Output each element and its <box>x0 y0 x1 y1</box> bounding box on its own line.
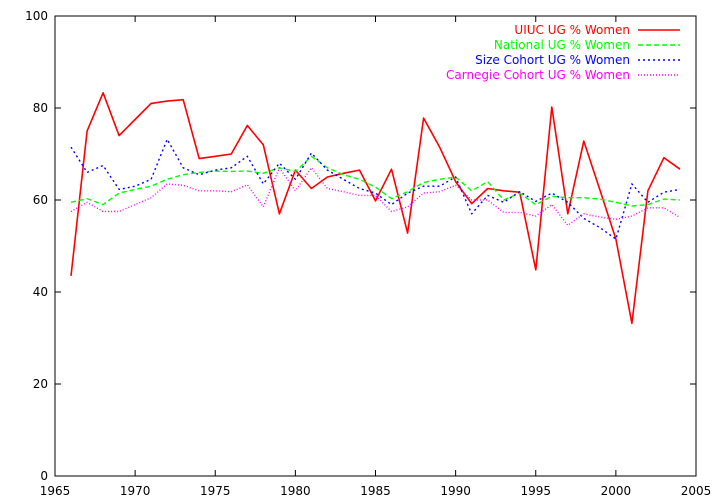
legend-label: Size Cohort UG % Women <box>475 53 630 67</box>
plot-frame <box>54 15 697 477</box>
y-tick-label: 60 <box>33 193 48 207</box>
x-tick-label: 1965 <box>40 484 71 498</box>
x-tick-label: 2000 <box>601 484 632 498</box>
x-tick-label: 1985 <box>360 484 391 498</box>
x-tick-label: 1990 <box>440 484 471 498</box>
x-tick-label: 1970 <box>120 484 151 498</box>
data-series <box>70 92 681 325</box>
y-tick-label: 100 <box>25 9 48 23</box>
series-line-4 <box>70 167 681 227</box>
y-tick-label: 80 <box>33 101 48 115</box>
y-tick-label: 40 <box>33 285 48 299</box>
series-line-2 <box>70 155 681 207</box>
x-tick-label: 2005 <box>681 484 712 498</box>
x-tick-label: 1995 <box>520 484 551 498</box>
y-tick-label: 20 <box>33 377 48 391</box>
series-line-1 <box>70 92 681 325</box>
legend-label: Carnegie Cohort UG % Women <box>446 68 630 82</box>
x-tick-label: 1980 <box>280 484 311 498</box>
legend-label: National UG % Women <box>494 38 630 52</box>
axis-ticks: 1965 1970 1975 1980 1985 1990 1995 2000 2005 0 20 4… <box>25 9 711 498</box>
y-tick-label: 0 <box>40 469 48 483</box>
legend-label: UIUC UG % Women <box>514 23 630 37</box>
x-tick-label: 1975 <box>200 484 231 498</box>
